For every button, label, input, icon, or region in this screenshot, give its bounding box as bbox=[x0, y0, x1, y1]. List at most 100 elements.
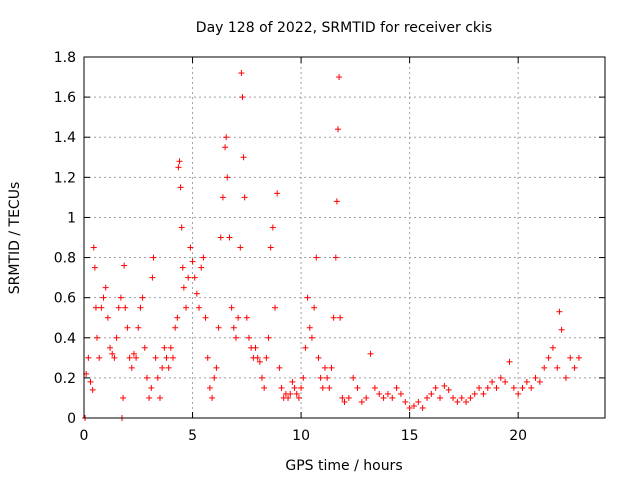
data-point bbox=[571, 364, 578, 371]
data-point bbox=[189, 258, 196, 265]
x-tick-label: 5 bbox=[188, 428, 197, 444]
data-point bbox=[304, 294, 311, 301]
data-point bbox=[137, 304, 144, 311]
data-point bbox=[100, 294, 107, 301]
data-point bbox=[330, 314, 337, 321]
data-point bbox=[549, 344, 556, 351]
data-point bbox=[471, 390, 478, 397]
data-point bbox=[200, 254, 207, 261]
y-tick-label: 1.8 bbox=[54, 50, 76, 66]
x-tick-label: 10 bbox=[292, 428, 310, 444]
y-tick-label: 0 bbox=[67, 411, 76, 427]
y-tick-label: 1.6 bbox=[54, 90, 76, 106]
data-point bbox=[263, 354, 270, 361]
data-point bbox=[339, 394, 346, 401]
data-point bbox=[336, 74, 343, 81]
data-point bbox=[293, 390, 300, 397]
data-point bbox=[196, 304, 203, 311]
data-point bbox=[150, 254, 157, 261]
data-point bbox=[120, 394, 127, 401]
data-point bbox=[146, 394, 153, 401]
data-point bbox=[363, 394, 370, 401]
data-point bbox=[102, 284, 109, 291]
data-point bbox=[148, 384, 155, 391]
data-point bbox=[350, 374, 357, 381]
data-point bbox=[497, 374, 504, 381]
data-point bbox=[159, 364, 166, 371]
data-point bbox=[211, 374, 218, 381]
y-tick-label: 0.6 bbox=[54, 291, 76, 307]
data-point bbox=[256, 358, 263, 365]
data-point bbox=[532, 374, 539, 381]
data-point bbox=[541, 364, 548, 371]
data-point bbox=[554, 364, 561, 371]
data-point bbox=[302, 344, 309, 351]
data-point bbox=[238, 70, 245, 77]
data-point bbox=[567, 354, 574, 361]
data-point bbox=[332, 254, 339, 261]
data-point bbox=[163, 354, 170, 361]
data-point bbox=[333, 198, 340, 205]
data-point bbox=[389, 394, 396, 401]
data-point bbox=[393, 384, 400, 391]
data-point bbox=[85, 354, 92, 361]
data-point bbox=[510, 384, 517, 391]
data-points bbox=[82, 70, 582, 421]
data-point bbox=[230, 324, 237, 331]
y-tick-label: 1 bbox=[67, 210, 76, 226]
x-tick-label: 0 bbox=[80, 428, 89, 444]
data-point bbox=[122, 304, 129, 311]
data-point bbox=[575, 354, 582, 361]
data-point bbox=[161, 344, 168, 351]
data-point bbox=[306, 324, 313, 331]
data-point bbox=[177, 184, 184, 191]
data-point bbox=[315, 354, 322, 361]
data-point bbox=[228, 304, 235, 311]
data-point bbox=[113, 334, 120, 341]
data-point bbox=[519, 384, 526, 391]
data-point bbox=[198, 264, 205, 271]
data-point bbox=[437, 394, 444, 401]
data-point bbox=[87, 378, 94, 385]
data-point bbox=[223, 134, 230, 141]
data-point bbox=[334, 126, 341, 133]
data-point bbox=[467, 394, 474, 401]
data-point bbox=[139, 294, 146, 301]
data-point bbox=[115, 304, 122, 311]
data-point bbox=[213, 364, 220, 371]
data-point bbox=[458, 394, 465, 401]
data-point bbox=[528, 384, 535, 391]
data-point bbox=[215, 324, 222, 331]
data-point bbox=[384, 390, 391, 397]
data-point bbox=[484, 384, 491, 391]
data-point bbox=[206, 384, 213, 391]
data-point bbox=[358, 398, 365, 405]
y-tick-label: 0.2 bbox=[54, 371, 76, 387]
data-point bbox=[176, 158, 183, 165]
data-point bbox=[380, 394, 387, 401]
data-point bbox=[94, 334, 101, 341]
data-point bbox=[202, 314, 209, 321]
data-point bbox=[536, 378, 543, 385]
y-tick-label: 1.4 bbox=[54, 130, 76, 146]
data-point bbox=[345, 394, 352, 401]
data-point bbox=[289, 378, 296, 385]
chart-title: Day 128 of 2022, SRMTID for receiver cki… bbox=[196, 20, 492, 36]
data-point bbox=[298, 384, 305, 391]
data-point bbox=[124, 324, 131, 331]
data-point bbox=[376, 390, 383, 397]
data-point bbox=[232, 334, 239, 341]
data-point bbox=[237, 244, 244, 251]
data-point bbox=[402, 398, 409, 405]
data-point bbox=[226, 234, 233, 241]
data-point bbox=[193, 290, 200, 297]
data-point bbox=[117, 294, 124, 301]
data-point bbox=[261, 384, 268, 391]
data-point bbox=[326, 384, 333, 391]
data-point bbox=[328, 364, 335, 371]
data-point bbox=[274, 190, 281, 197]
data-point bbox=[285, 394, 292, 401]
data-point bbox=[235, 314, 242, 321]
data-point bbox=[96, 354, 103, 361]
data-point bbox=[178, 224, 185, 231]
